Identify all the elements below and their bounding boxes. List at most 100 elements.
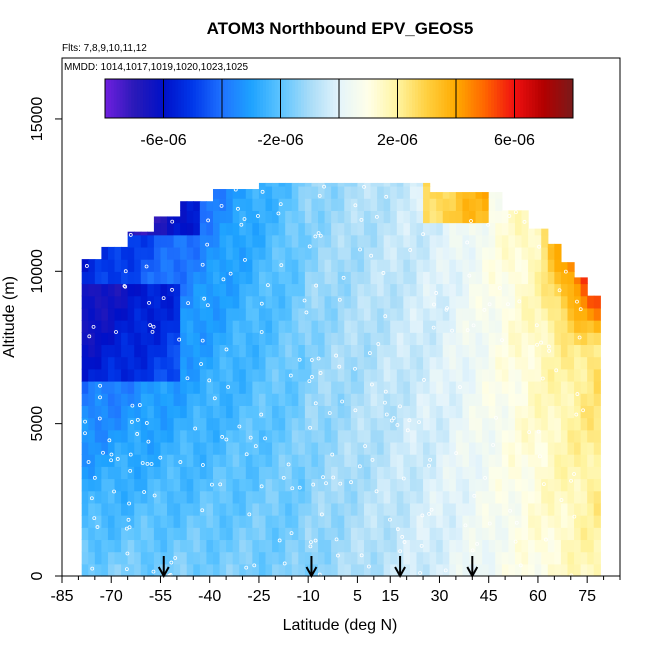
heatmap-cell [475,393,483,406]
flight-point [202,296,207,301]
heatmap-cell [147,271,155,285]
heatmap-cell [370,551,378,565]
heatmap-cell [291,344,299,358]
heatmap-cell [94,320,102,333]
heatmap-cell [534,490,542,504]
heatmap-cell [121,320,129,333]
heatmap-cell [423,441,431,455]
x-tick-label: 5 [353,588,362,605]
heatmap-cell [383,405,391,419]
heatmap-cell [252,393,260,406]
heatmap-cell [331,527,339,541]
heatmap-cell [521,344,529,358]
heatmap-cell [350,307,359,321]
x-tick-label: 75 [578,588,596,605]
heatmap-cell [337,405,345,419]
heatmap-cell [409,356,418,370]
heatmap-cell [94,515,102,528]
colorbar-segment [295,79,299,118]
heatmap-cell [363,198,372,211]
heatmap-cell [442,368,450,382]
heatmap-cell [514,527,523,541]
flight-point [161,296,166,301]
heatmap-cell [514,502,523,516]
heatmap-cell [403,259,411,272]
heatmap-cell [153,234,162,248]
heatmap-cell [180,271,188,285]
heatmap-cell [383,344,391,358]
heatmap-cell [462,393,470,406]
heatmap-cell [219,466,227,480]
heatmap-cell [278,182,286,187]
heatmap-cell [331,502,339,516]
heatmap-cell [298,368,306,382]
heatmap-cell [219,563,227,577]
heatmap-cell [180,454,188,467]
heatmap-cell [147,234,155,248]
heatmap-cell [344,259,352,272]
heatmap-cell [272,454,280,467]
heatmap-cell [81,417,89,431]
heatmap-cell [514,466,523,480]
heatmap-cell [114,429,122,443]
heatmap-cell [331,441,339,455]
heatmap-cell [140,271,148,285]
heatmap-cell [94,344,102,358]
heatmap-cell [403,478,411,492]
colorbar-segment [514,79,518,118]
heatmap-cell [390,380,398,394]
flight-point [83,419,87,424]
heatmap-cell [180,201,188,211]
heatmap-cell [396,380,404,394]
heatmap-cell [134,515,142,528]
heatmap-cell [488,490,496,504]
heatmap-cell [495,454,503,467]
heatmap-cell [252,271,260,285]
heatmap-cell [357,182,365,187]
heatmap-cell [101,515,109,528]
heatmap-cell [482,246,490,260]
heatmap-cell [193,356,201,370]
heatmap-cell [147,246,155,260]
heatmap-cell [462,192,470,199]
colorbar-segment [359,79,363,118]
heatmap-cell [324,198,332,211]
heatmap-cell [127,283,135,297]
heatmap-cell [232,393,240,406]
heatmap-cell [377,417,385,431]
heatmap-cell [324,515,332,528]
heatmap-cell [81,368,89,382]
flight-point [330,452,335,457]
heatmap-cell [587,563,595,577]
heatmap-cell [285,307,293,321]
heatmap-cell [501,295,509,309]
heatmap-cell [534,368,542,382]
heatmap-cell [396,185,404,199]
heatmap-cell [186,307,194,321]
heatmap-cell [199,234,208,248]
heatmap-cell [199,307,208,321]
heatmap-cell [390,466,398,480]
heatmap-cell [121,539,129,553]
heatmap-cell [534,527,542,541]
heatmap-cell [245,368,253,382]
heatmap-cell [245,490,253,504]
flight-point [557,288,562,293]
heatmap-cell [219,551,227,565]
heatmap-cell [488,320,496,333]
heatmap-cell [147,259,155,272]
heatmap-cell [101,393,109,406]
heatmap-cell [147,454,155,467]
heatmap-cell [554,380,562,394]
heatmap-cell [127,344,135,358]
heatmap-cell [153,246,162,260]
heatmap-cell [199,210,208,224]
heatmap-cell [318,417,326,431]
heatmap-cell [134,356,142,370]
heatmap-cell [199,563,208,577]
colorbar-segment [368,79,372,118]
colorbar-segment [271,79,276,118]
heatmap-cell [423,417,431,431]
heatmap-cell [226,490,234,504]
heatmap-cell [396,490,404,504]
